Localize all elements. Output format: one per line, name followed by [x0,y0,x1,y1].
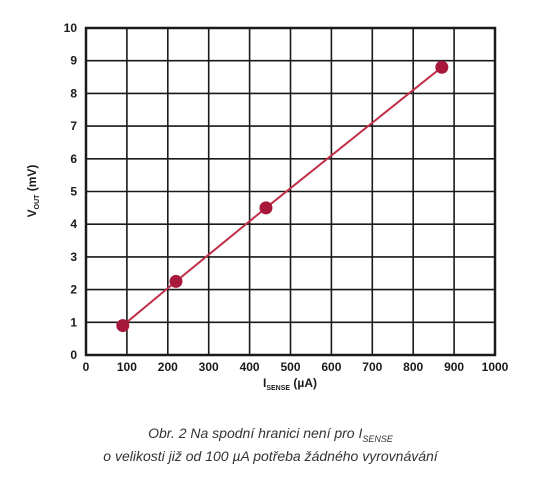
y-tick-label: 10 [64,21,78,35]
y-tick-label: 0 [70,348,77,362]
y-tick-label: 4 [70,217,77,231]
y-tick-label: 5 [70,185,77,199]
x-tick-label: 500 [280,360,300,374]
figure-caption-line-2: o velikosti již od 100 µA potřeba žádnéh… [103,448,438,464]
x-tick-label: 700 [362,360,382,374]
y-tick-label: 2 [70,283,77,297]
x-tick-label: 400 [240,360,260,374]
x-tick-label: 0 [83,360,90,374]
data-point [169,274,183,288]
y-tick-label: 6 [70,152,77,166]
data-point [116,319,130,333]
plot-frame [84,26,497,357]
series-line [122,66,443,327]
x-tick-label: 100 [117,360,137,374]
y-tick-label: 3 [70,250,77,264]
figure-caption-line-1: Obr. 2 Na spodní hranici není pro ISENSE [148,425,393,444]
series [116,60,449,333]
x-tick-label: 800 [403,360,423,374]
x-tick-label: 900 [444,360,464,374]
x-tick-label: 1000 [482,360,509,374]
x-tick-label: 300 [199,360,219,374]
x-tick-labels: 0 100 200 300 400 500 600 700 800 900 1000 [83,360,509,374]
y-tick-labels: 0 1 2 3 4 5 6 7 8 9 10 [64,21,78,362]
y-tick-label: 7 [70,119,77,133]
x-axis-label: ISENSE (µA) [263,376,317,392]
data-point [259,201,273,215]
data-point [435,60,449,74]
y-tick-label: 9 [70,54,77,68]
y-axis-label: VOUT (mV) [25,165,41,218]
y-tick-label: 8 [70,86,77,100]
x-tick-label: 200 [158,360,178,374]
y-tick-label: 1 [70,315,77,329]
x-tick-label: 600 [321,360,341,374]
chart: 0 100 200 300 400 500 600 700 800 900 1000 0 1 2 3 4 5 6… [25,21,509,392]
